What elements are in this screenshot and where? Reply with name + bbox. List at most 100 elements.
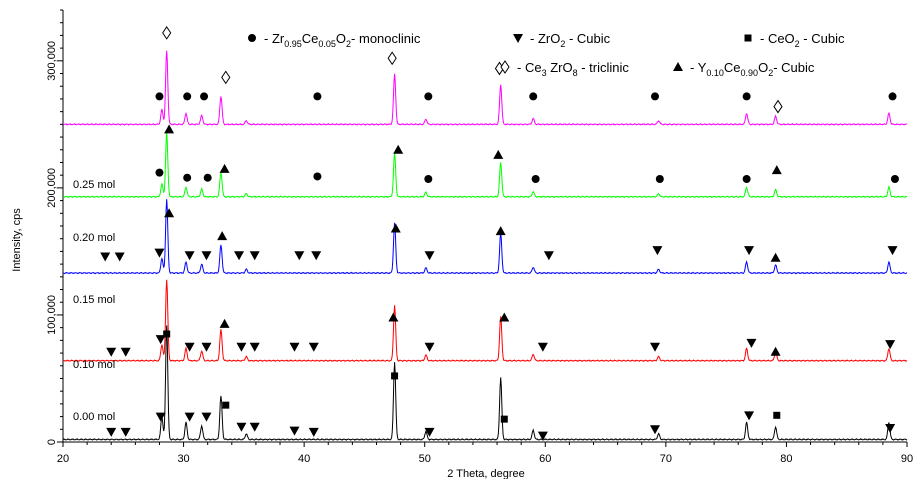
- triangle-down-marker: [100, 252, 111, 262]
- legend-text-part: Ce: [724, 60, 741, 75]
- circle-marker: [651, 92, 660, 101]
- triangle-down-marker: [120, 427, 131, 437]
- triangle-down-marker: [234, 251, 245, 261]
- triangle-down-marker: [308, 342, 319, 352]
- circle-marker: [888, 92, 897, 101]
- legend-text-part: - Zr: [264, 31, 285, 46]
- legend-text-part: 0.05: [318, 39, 336, 49]
- triangle-down-marker: [424, 251, 435, 261]
- y-tick-label: 100,000: [46, 295, 58, 335]
- diamond-marker: [221, 70, 231, 85]
- legend-text-part: - ZrO: [530, 31, 560, 46]
- legend-text-part: - Ce: [517, 60, 542, 75]
- x-tick-label: 40: [298, 453, 310, 465]
- legend-text-part: ZrO: [547, 60, 573, 75]
- circle-marker: [742, 174, 751, 183]
- triangle-down-marker: [311, 251, 322, 261]
- triangle-down-marker: [184, 412, 195, 422]
- triangle-down-marker: [201, 251, 212, 261]
- circle-marker: [183, 173, 192, 182]
- circle-marker: [655, 174, 664, 183]
- square-marker: [773, 411, 781, 419]
- legend-text-part: 2: [346, 39, 351, 49]
- triangle-up-marker: [493, 149, 504, 159]
- triangle-up-marker: [164, 208, 175, 218]
- legend-text-part: 0.95: [284, 39, 302, 49]
- x-tick-label: 90: [901, 453, 913, 465]
- triangle-down-marker: [249, 342, 260, 352]
- legend-text-part: - CeO: [760, 31, 795, 46]
- legend-text-part: 0.90: [741, 68, 759, 78]
- y-tick-label: 200,000: [46, 168, 58, 208]
- triangle-down-marker: [236, 422, 247, 432]
- series-label: 0.25 mol: [73, 179, 115, 191]
- triangle-down-marker: [744, 411, 755, 421]
- axes: 20 30 40 50 60 70 80 90 0 100,000 200,000 300,000: [46, 9, 913, 465]
- triangle-down-marker: [746, 338, 757, 348]
- circle-marker: [313, 92, 322, 101]
- triangle-up-marker: [499, 312, 510, 322]
- triangle-down-marker: [106, 427, 117, 437]
- legend-entry-text: - CeO2 - Cubic: [760, 31, 845, 49]
- triangle-down-marker: [249, 422, 260, 432]
- series-label: 0.20 mol: [73, 232, 115, 244]
- series-label: 0.00 mol: [73, 411, 115, 423]
- square-marker: [500, 415, 508, 423]
- series-line-025: [62, 50, 908, 126]
- triangle-up-marker: [217, 231, 228, 241]
- triangle-up-marker: [164, 124, 175, 134]
- triangle-down-marker: [236, 342, 247, 352]
- series-line-010: [62, 279, 908, 363]
- circle-marker: [890, 174, 899, 183]
- triangle-down-marker: [537, 342, 548, 352]
- diamond-marker: [387, 51, 397, 66]
- y-tick-label: 300,000: [46, 41, 58, 81]
- triangle-down-marker: [650, 425, 661, 435]
- triangle-up-marker: [770, 252, 781, 262]
- legend-text-part: O: [336, 31, 346, 46]
- legend-text-part: - Cubic: [773, 60, 815, 75]
- series-line-015: [62, 199, 908, 275]
- x-tick-label: 20: [57, 453, 69, 465]
- legend-entry-text: - ZrO2 - Cubic: [530, 31, 611, 49]
- legend-text-part: 2: [560, 39, 565, 49]
- triangle-down-marker: [155, 335, 166, 345]
- triangle-up-marker: [495, 226, 506, 236]
- legend-text-part: 0.10: [706, 68, 724, 78]
- triangle-up-marker: [219, 163, 230, 173]
- legend-text-part: O: [758, 60, 768, 75]
- legend-text-part: - Cubic: [800, 31, 845, 46]
- legend-triangle-up-icon: [673, 62, 683, 71]
- triangle-down-marker: [424, 427, 435, 437]
- legend-text-part: Ce: [302, 31, 319, 46]
- marker-layer: [100, 25, 899, 441]
- circle-marker: [155, 168, 164, 177]
- circle-marker: [529, 92, 538, 101]
- triangle-down-marker: [424, 342, 435, 352]
- triangle-down-marker: [184, 342, 195, 352]
- y-tick-label: 0: [46, 439, 58, 445]
- triangle-up-marker: [771, 165, 782, 175]
- legend-text-part: - Cubic: [565, 31, 610, 46]
- triangle-down-marker: [885, 424, 896, 434]
- triangle-up-marker: [219, 318, 230, 328]
- triangle-down-marker: [201, 412, 212, 422]
- triangle-up-marker: [770, 346, 781, 356]
- triangle-down-marker: [154, 248, 165, 258]
- legend-entry-text: - Ce3 ZrO8 - triclinic: [517, 60, 629, 78]
- legend-text-part: - monoclinic: [351, 31, 421, 46]
- triangle-down-marker: [289, 426, 300, 436]
- legend-text-part: 3: [542, 68, 547, 78]
- legend-diamond-icon: [500, 60, 510, 74]
- legend-triangle-down-icon: [513, 34, 523, 43]
- x-axis-label: 2 Theta, degree: [447, 468, 524, 479]
- series-layer: 0.00 mol 0.10 mol 0.15 mol 0.20 mol 0.25 mol: [62, 50, 908, 441]
- triangle-down-marker: [885, 340, 896, 350]
- y-axis-label: Intensity, cps: [11, 208, 23, 272]
- triangle-up-marker: [393, 144, 404, 154]
- circle-marker: [742, 92, 751, 101]
- x-tick-label: 60: [539, 453, 551, 465]
- triangle-down-marker: [652, 246, 663, 256]
- triangle-down-marker: [887, 246, 898, 256]
- triangle-down-marker: [308, 427, 319, 437]
